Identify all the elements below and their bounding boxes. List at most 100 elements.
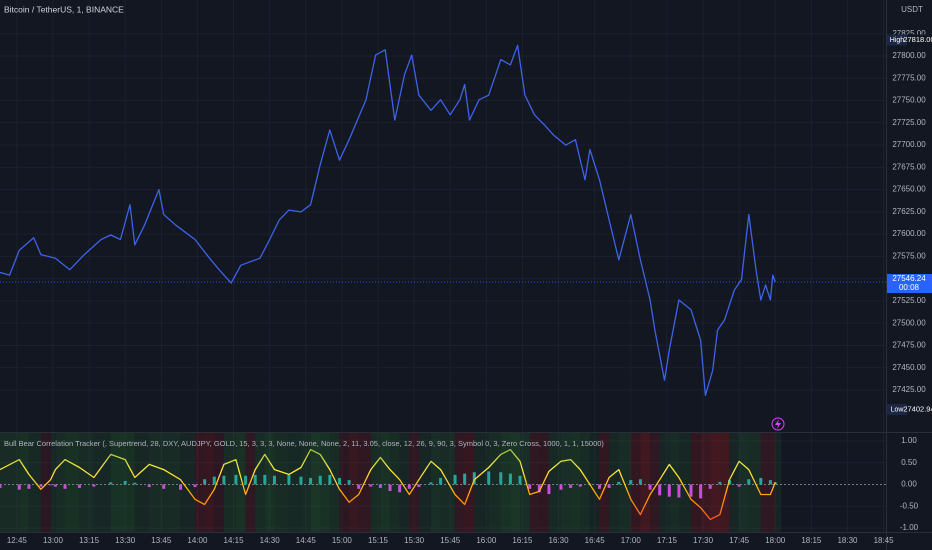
background-band [609, 433, 619, 532]
y-tick-label: 27525.00 [892, 296, 926, 305]
background-band [339, 433, 350, 532]
histogram-bar [398, 484, 402, 493]
background-band [700, 433, 711, 532]
background-band [349, 433, 359, 532]
x-tick-label: 13:00 [43, 536, 64, 545]
histogram-bar [77, 484, 81, 488]
histogram-bar [607, 484, 611, 488]
background-band [310, 433, 321, 532]
background-band [79, 433, 94, 532]
x-tick-label: 15:00 [332, 536, 353, 545]
background-band [288, 433, 301, 532]
marker-name: Low [891, 406, 905, 413]
histogram-bar [109, 482, 113, 485]
background-band [775, 433, 782, 532]
histogram-bar [472, 472, 476, 485]
histogram-bar [658, 484, 662, 496]
histogram-bar [203, 479, 207, 485]
background-band [710, 433, 720, 532]
y-tick-label: 27725.00 [892, 118, 926, 127]
background-band [659, 433, 670, 532]
background-band [650, 433, 660, 532]
histogram-bar [378, 484, 382, 488]
background-band [455, 433, 465, 532]
histogram-bar [407, 484, 411, 489]
x-tick-label: 12:45 [7, 536, 28, 545]
y-tick-label: 27750.00 [892, 96, 926, 105]
last-price-label: 27546.24 [892, 274, 926, 283]
histogram-bar [708, 484, 712, 489]
x-tick-label: 15:15 [368, 536, 389, 545]
histogram-bar [147, 484, 151, 488]
histogram-bar [417, 484, 421, 488]
background-band [390, 433, 400, 532]
histogram-bar [53, 484, 57, 487]
background-band [589, 433, 600, 532]
histogram-bar [617, 481, 621, 485]
currency-label: USDT [901, 5, 923, 14]
histogram-bar [629, 480, 633, 485]
histogram-bar [318, 475, 322, 485]
y-tick-label: 27775.00 [892, 73, 926, 82]
background-band [409, 433, 419, 532]
histogram-bar [728, 480, 732, 485]
background-band [570, 433, 581, 532]
background-band [418, 433, 431, 532]
symbol-title: Bitcoin / TetherUS, 1, BINANCE [4, 4, 124, 14]
x-tick-label: 15:45 [440, 536, 461, 545]
marker-value: 27818.00 [903, 35, 932, 44]
background-band [520, 433, 530, 532]
background-band [399, 433, 410, 532]
histogram-bar [0, 484, 2, 488]
y-tick-label: 27800.00 [892, 51, 926, 60]
histogram-bar [747, 479, 751, 485]
indicator-title: Bull Bear Correlation Tracker (, Supertr… [4, 439, 604, 448]
background-band [430, 433, 441, 532]
y-tick-label: 27700.00 [892, 140, 926, 149]
histogram-bar [499, 472, 503, 485]
background-band [149, 433, 164, 532]
background-band [223, 433, 236, 532]
histogram-bar [559, 484, 563, 490]
histogram-bar [193, 484, 197, 488]
histogram-bar [439, 477, 443, 485]
histogram-bar [337, 477, 341, 485]
marker-value-box [907, 404, 932, 416]
x-tick-label: 17:00 [621, 536, 642, 545]
histogram-bar [263, 474, 267, 485]
y-tick-label: -1.00 [900, 523, 919, 532]
background-band [329, 433, 340, 532]
marker-name-box [887, 34, 907, 46]
background-band [134, 433, 150, 532]
histogram-bar [179, 484, 183, 490]
histogram-bar [699, 484, 703, 499]
background-band [50, 433, 56, 532]
histogram-bar [453, 474, 457, 485]
histogram-bar [234, 474, 238, 485]
x-tick-label: 17:45 [729, 536, 750, 545]
histogram-bar [162, 484, 166, 489]
x-tick-label: 18:00 [765, 536, 786, 545]
y-tick-label: 27675.00 [892, 162, 926, 171]
background-band [300, 433, 311, 532]
background-band [320, 433, 330, 532]
x-tick-label: 16:30 [549, 536, 570, 545]
histogram-bar [578, 484, 582, 487]
histogram-bar [597, 484, 601, 489]
x-tick-label: 16:15 [512, 536, 533, 545]
x-tick-label: 16:00 [476, 536, 497, 545]
background-band [678, 433, 691, 532]
background-band [640, 433, 651, 532]
histogram-bar [487, 471, 491, 485]
background-band [500, 433, 511, 532]
x-tick-label: 14:15 [224, 536, 245, 545]
countdown-label: 00:08 [899, 283, 920, 292]
background-band [618, 433, 631, 532]
histogram-bar [737, 484, 741, 487]
x-tick-label: 13:15 [79, 536, 100, 545]
y-tick-label: 27575.00 [892, 251, 926, 260]
y-tick-label: 27425.00 [892, 385, 926, 394]
histogram-bar [49, 484, 53, 486]
